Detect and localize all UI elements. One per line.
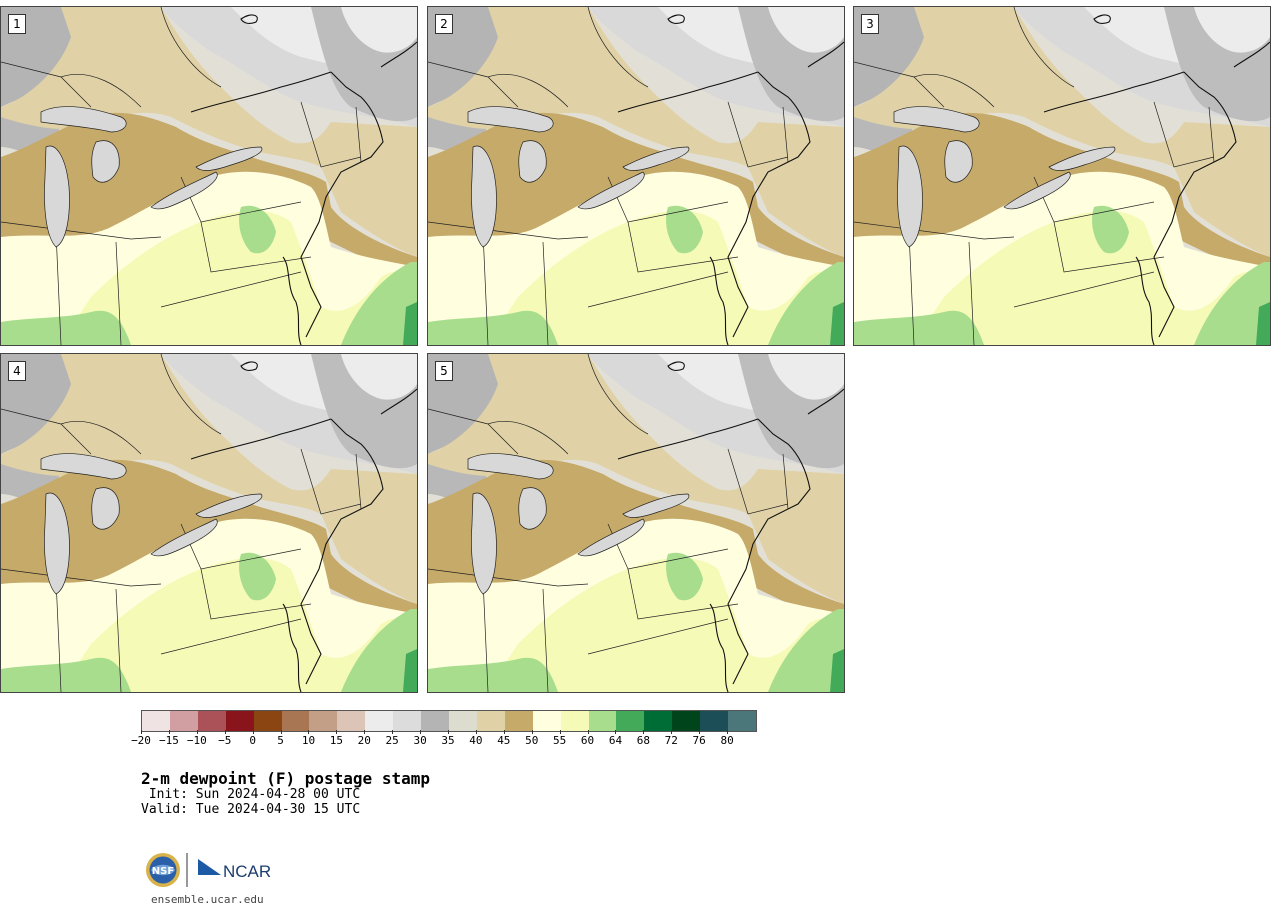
init-time: Init: Sun 2024-04-28 00 UTC [141,787,361,802]
colorbar-tick: 0 [233,730,273,747]
ncar-mark-icon [198,859,221,875]
colorbar-tick: 45 [484,730,524,747]
colorbar-swatch [448,711,477,731]
colorbar-tick: 10 [288,730,328,747]
colorbar-swatch [476,711,505,731]
colorbar-tick: 5 [261,730,301,747]
colorbar-tick: 35 [428,730,468,747]
ensemble-member-panel-1: 1 [0,6,418,346]
colorbar-swatch [142,711,170,731]
colorbar-tick: −10 [177,730,217,747]
colorbar-swatch [504,711,533,731]
member-label: 5 [435,361,453,381]
colorbar-swatch [197,711,226,731]
member-label: 3 [861,14,879,34]
colorbar-tick: 76 [679,730,719,747]
site-url: ensemble.ucar.edu [151,893,264,906]
colorbar-tick: 20 [344,730,384,747]
ensemble-member-panel-5: 5 [427,353,845,693]
colorbar-swatch [281,711,310,731]
colorbar-tick: 72 [651,730,691,747]
colorbar-swatch [532,711,561,731]
dewpoint-map [428,354,844,692]
dewpoint-map [1,354,417,692]
dewpoint-map [428,7,844,345]
svg-text:NSF: NSF [152,866,174,877]
dewpoint-colorbar [141,710,757,732]
colorbar-swatch [644,711,673,731]
colorbar-tick: −15 [149,730,189,747]
colorbar-tick: −5 [205,730,245,747]
ensemble-member-panel-4: 4 [0,353,418,693]
colorbar-tick: −20 [121,730,161,747]
member-label: 2 [435,14,453,34]
dewpoint-map [1,7,417,345]
ensemble-member-panel-2: 2 [427,6,845,346]
colorbar-tick: 25 [372,730,412,747]
colorbar-swatch [225,711,254,731]
colorbar-swatch [169,711,198,731]
colorbar-swatch [728,711,756,731]
colorbar-swatch [672,711,701,731]
colorbar-swatch [253,711,282,731]
colorbar-tick: 55 [540,730,580,747]
colorbar-tick: 40 [456,730,496,747]
colorbar-swatch [337,711,366,731]
ensemble-member-panel-3: 3 [853,6,1271,346]
colorbar-tick: 60 [568,730,608,747]
colorbar-tick: 30 [400,730,440,747]
colorbar-swatch [309,711,338,731]
ncar-wordmark: NCAR [223,862,271,881]
colorbar-tick: 80 [707,730,747,747]
member-label: 1 [8,14,26,34]
product-title: 2-m dewpoint (F) postage stamp [141,769,430,788]
colorbar-tick-labels: −20 −15 −10 −5 0 5 10 15 20 25 30 35 40 45 50 55 60 64 68 7… [126,730,786,750]
nsf-ncar-logo: NSF NCAR [146,853,271,887]
colorbar-tick: 50 [512,730,552,747]
colorbar-tick: 68 [623,730,663,747]
colorbar-tick: 64 [595,730,635,747]
dewpoint-map [854,7,1270,345]
colorbar-swatch [588,711,617,731]
colorbar-swatch [365,711,394,731]
colorbar-swatch [616,711,645,731]
colorbar-swatch [560,711,589,731]
member-label: 4 [8,361,26,381]
colorbar-swatch [393,711,422,731]
nsf-seal-icon: NSF [146,853,180,887]
colorbar-swatch [421,711,449,731]
colorbar-tick: 15 [316,730,356,747]
valid-time: Valid: Tue 2024-04-30 15 UTC [141,802,361,817]
colorbar-swatch [700,711,729,731]
